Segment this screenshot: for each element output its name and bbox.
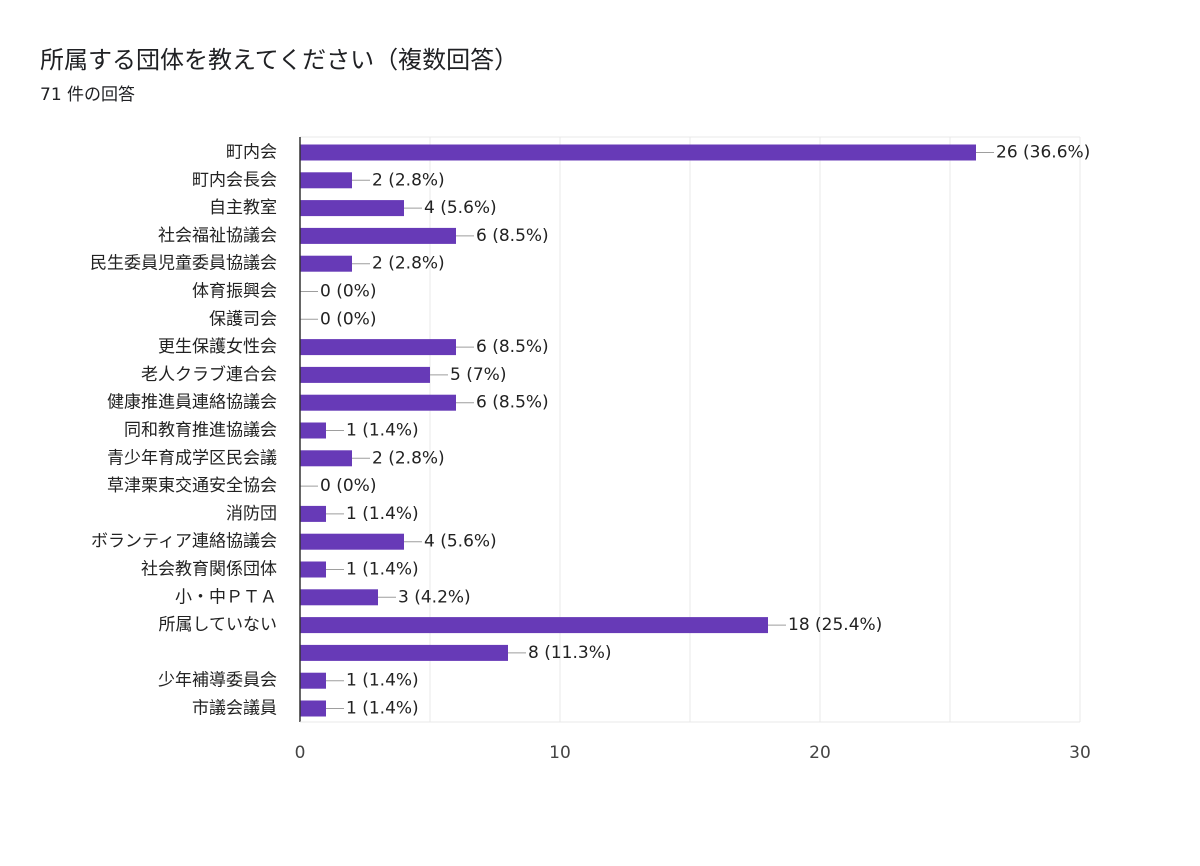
category-label-16: 小・中ＰＴＡ (175, 587, 277, 607)
axes (299, 137, 1080, 723)
category-label-17: 所属していない (159, 615, 278, 635)
value-label-6: 0 (0%) (320, 309, 376, 329)
value-label-12: 0 (0%) (320, 476, 376, 496)
value-label-14: 4 (5.6%) (424, 532, 497, 552)
bar-3 (300, 227, 456, 244)
category-label-1: 町内会長会 (192, 170, 277, 190)
value-label-10: 1 (1.4%) (346, 421, 419, 441)
value-label-5: 0 (0%) (320, 282, 376, 302)
bar-19 (300, 672, 326, 689)
bar-10 (300, 422, 326, 439)
value-label-16: 3 (4.2%) (398, 587, 471, 607)
bar-11 (300, 450, 352, 467)
value-label-1: 2 (2.8%) (372, 170, 445, 190)
category-label-13: 消防団 (226, 504, 277, 524)
category-label-4: 民生委員児童委員協議会 (90, 254, 277, 274)
bar-13 (300, 505, 326, 522)
value-label-4: 2 (2.8%) (372, 254, 445, 274)
bars (300, 144, 994, 717)
category-label-7: 更生保護女性会 (158, 337, 277, 357)
category-label-3: 社会福祉協議会 (158, 226, 277, 246)
value-label-0: 26 (36.6%) (996, 143, 1090, 163)
category-label-10: 同和教育推進協議会 (124, 421, 277, 441)
category-label-20: 市議会議員 (192, 699, 277, 719)
value-label-7: 6 (8.5%) (476, 337, 549, 357)
bar-16 (300, 589, 378, 606)
bar-18 (300, 644, 508, 661)
bar-20 (300, 700, 326, 717)
value-label-19: 1 (1.4%) (346, 671, 419, 691)
category-label-11: 青少年育成学区民会議 (107, 448, 277, 468)
category-label-15: 社会教育関係団体 (141, 560, 277, 580)
category-label-9: 健康推進員連絡協議会 (107, 393, 277, 413)
category-label-5: 体育振興会 (192, 282, 277, 302)
bar-7 (300, 339, 456, 356)
value-label-8: 5 (7%) (450, 365, 506, 385)
x-tick-label-0: 0 (295, 743, 306, 763)
category-label-0: 町内会 (226, 143, 277, 163)
category-label-8: 老人クラブ連合会 (141, 364, 277, 385)
category-label-6: 保護司会 (209, 309, 277, 329)
x-tick-label-10: 10 (549, 743, 571, 763)
category-label-19: 少年補導委員会 (158, 671, 277, 691)
value-label-13: 1 (1.4%) (346, 504, 419, 524)
value-label-18: 8 (11.3%) (528, 643, 612, 663)
x-tick-label-30: 30 (1069, 743, 1091, 763)
labels: 26 (36.6%) 町内会 2 (2.8%) 町内会長会 4 (5.6%) 自主教室 6 … (90, 143, 1091, 764)
bar-14 (300, 533, 404, 550)
value-label-15: 1 (1.4%) (346, 560, 419, 580)
bar-9 (300, 394, 456, 411)
value-label-9: 6 (8.5%) (476, 393, 549, 413)
bar-15 (300, 561, 326, 578)
category-label-2: 自主教室 (209, 198, 277, 218)
bar-4 (300, 255, 352, 272)
bar-1 (300, 172, 352, 189)
value-label-11: 2 (2.8%) (372, 448, 445, 468)
value-label-17: 18 (25.4%) (788, 615, 882, 635)
value-label-20: 1 (1.4%) (346, 699, 419, 719)
bar-2 (300, 200, 404, 217)
bar-17 (300, 617, 768, 634)
bar-8 (300, 366, 430, 383)
value-label-2: 4 (5.6%) (424, 198, 497, 218)
category-label-12: 草津栗東交通安全協会 (107, 476, 277, 496)
category-label-14: ボランティア連絡協議会 (91, 532, 277, 552)
bar-0 (300, 144, 976, 161)
value-label-3: 6 (8.5%) (476, 226, 549, 246)
response-count: 71 件の回答 (40, 85, 136, 105)
x-tick-label-20: 20 (809, 743, 831, 763)
chart-title: 所属する団体を教えてください（複数回答） (40, 46, 519, 74)
